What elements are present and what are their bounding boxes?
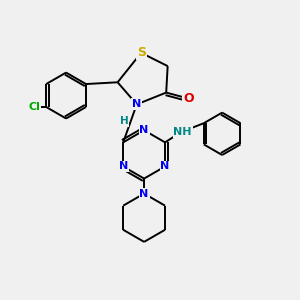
- Text: N: N: [118, 161, 128, 172]
- Text: NH: NH: [173, 127, 192, 137]
- Text: N: N: [160, 161, 169, 172]
- Text: O: O: [183, 92, 194, 105]
- Text: N: N: [140, 189, 149, 199]
- Text: N: N: [132, 99, 141, 110]
- Text: N: N: [140, 125, 149, 135]
- Text: S: S: [137, 46, 146, 59]
- Text: Cl: Cl: [28, 102, 40, 112]
- Text: H: H: [120, 116, 128, 126]
